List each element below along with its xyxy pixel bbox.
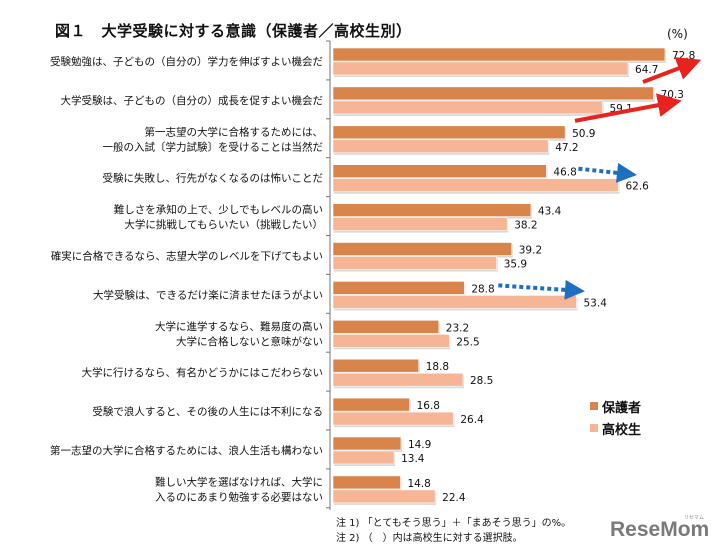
- value-label-students: 26.4: [460, 414, 484, 426]
- bar-students: [332, 178, 619, 192]
- category-label: 入るのにあまり勉強する必要はない: [155, 490, 323, 503]
- value-label-parents: 72.8: [672, 50, 695, 62]
- legend-label-students: 高校生: [602, 422, 642, 438]
- category-label: 一般の入試〔学力試験〕を受けることは当然だ: [103, 140, 324, 153]
- trend-arrow-blue: [578, 162, 637, 183]
- value-label-students: 35.9: [504, 259, 527, 271]
- value-label-students: 25.5: [456, 336, 479, 348]
- value-label-parents: 14.9: [408, 439, 431, 451]
- category-label: 受験勉強は、子どもの（自分の）学力を伸ばすよい機会だ: [50, 55, 323, 68]
- bar-parents: [332, 242, 513, 256]
- resemom-logo: ReseMom: [610, 518, 710, 541]
- bar-parents: [332, 125, 566, 140]
- category-label: 大学に挑戦してもらいたい（挑戦したい）: [124, 218, 323, 231]
- value-label-parents: 39.2: [519, 245, 542, 257]
- bar-students: [332, 372, 464, 387]
- value-label-parents: 46.8: [553, 167, 576, 179]
- bar-parents: [332, 436, 402, 451]
- footnotes: 注 1) 「とてもそう思う」＋「まあそう思う」の%。 注 2) （ ）内は高校生…: [336, 516, 571, 546]
- bar-students: [332, 295, 577, 309]
- value-label-parents: 43.4: [538, 206, 562, 218]
- resemom-logo-ruby: リセマム: [684, 515, 705, 521]
- bar-parents: [332, 47, 666, 62]
- category-label: 大学に合格しないと意味がない: [176, 335, 323, 348]
- legend: 保護者 高校生: [590, 395, 641, 439]
- bar-parents: [332, 281, 465, 295]
- value-label-parents: 23.2: [446, 322, 469, 334]
- legend-item-parents: 保護者: [590, 395, 641, 417]
- bar-students: [332, 333, 450, 348]
- bar-parents: [332, 86, 654, 101]
- bar-students: [332, 411, 454, 426]
- value-label-students: 28.5: [470, 375, 493, 387]
- category-label: 確実に合格できるなら、志望大学のレベルを下げてもよい: [51, 250, 323, 263]
- value-label-students: 13.4: [401, 453, 425, 465]
- bar-parents: [332, 164, 547, 178]
- value-label-parents: 18.8: [426, 361, 449, 373]
- value-label-parents: 70.3: [661, 89, 684, 101]
- category-label: 受験で浪人すると、その後の人生には不利になる: [92, 405, 323, 418]
- chart-title: 図１ 大学受験に対する意識（保護者／高校生別）: [55, 22, 412, 40]
- value-label-students: 53.4: [584, 297, 608, 309]
- legend-label-parents: 保護者: [602, 400, 642, 416]
- value-label-parents: 16.8: [417, 400, 440, 412]
- legend-swatch-parents: [590, 402, 598, 410]
- value-label-students: 38.2: [514, 220, 537, 232]
- value-label-students: 22.4: [442, 492, 466, 504]
- category-label: 大学に行けるなら、有名かどうかにはこだわらない: [82, 366, 324, 379]
- bar-students: [332, 61, 629, 76]
- bar-parents: [332, 358, 420, 373]
- bar-parents: [332, 203, 532, 217]
- value-label-students: 62.6: [625, 181, 649, 193]
- bar-students: [332, 139, 549, 154]
- bar-students: [332, 100, 603, 115]
- value-label-parents: 28.8: [471, 283, 494, 295]
- trend-arrow-red: [642, 57, 702, 84]
- category-label: 大学受験は、子どもの（自分の）成長を促すよい機会だ: [61, 94, 324, 107]
- bar-students: [332, 256, 498, 270]
- bar-students: [332, 217, 508, 231]
- trend-arrow-red: [574, 93, 682, 123]
- value-label-parents: 14.8: [407, 478, 430, 490]
- category-label: 大学に進学するなら、難易度の高い: [155, 320, 323, 333]
- bar-parents: [332, 397, 410, 412]
- legend-item-students: 高校生: [590, 417, 641, 439]
- value-label-parents: 50.9: [572, 128, 595, 140]
- category-label: 第一志望の大学に合格するためには、: [145, 125, 324, 138]
- legend-swatch-students: [590, 424, 598, 432]
- bar-students: [332, 450, 395, 465]
- category-label: 受験に失敗し、行先がなくなるのは怖いことだ: [103, 172, 324, 185]
- unit-label: (%): [667, 27, 688, 41]
- category-label: 第一志望の大学に合格するためには、浪人生活も構わない: [50, 444, 323, 457]
- footnote-1: 注 1) 「とてもそう思う」＋「まあそう思う」の%。: [336, 518, 572, 529]
- value-label-students: 64.7: [635, 64, 658, 76]
- category-label: 難しい大学を選ばなければ、大学に: [155, 475, 323, 488]
- category-label: 大学受験は、できるだけ楽に済ませたほうがよい: [93, 288, 323, 301]
- footnote-2: 注 2) （ ）内は高校生に対する選択肢。: [336, 533, 523, 544]
- bar-parents: [332, 475, 401, 490]
- category-label: 難しさを承知の上で、少しでもレベルの高い: [114, 203, 323, 216]
- value-label-students: 47.2: [555, 142, 578, 154]
- trend-arrow-blue: [498, 279, 585, 300]
- bar-parents: [332, 319, 440, 334]
- bar-students: [332, 489, 436, 504]
